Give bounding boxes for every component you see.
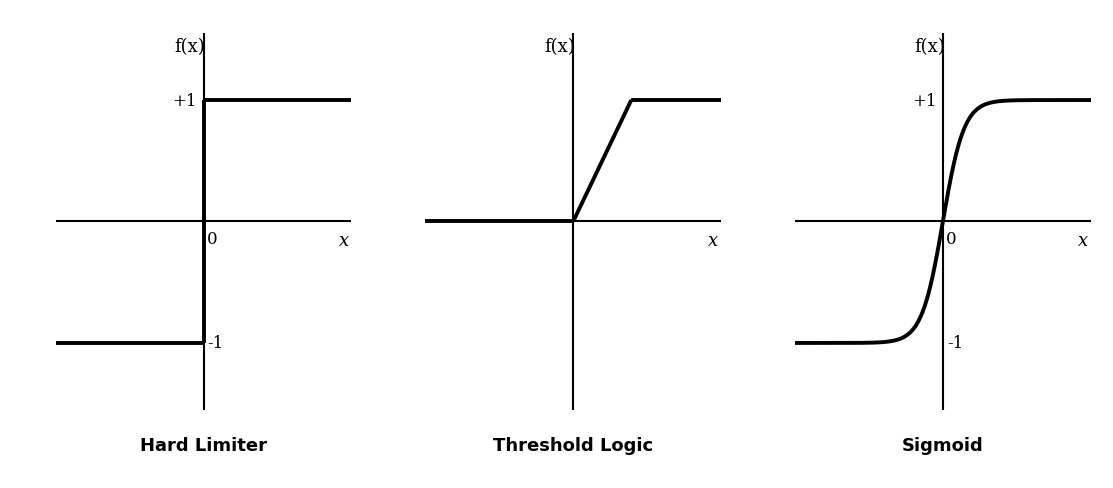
- Text: x: x: [338, 232, 348, 250]
- Text: 0: 0: [946, 230, 957, 247]
- Text: f(x): f(x): [914, 38, 945, 56]
- Text: f(x): f(x): [175, 38, 205, 56]
- Text: +1: +1: [912, 92, 936, 109]
- Text: Sigmoid: Sigmoid: [902, 436, 984, 454]
- Text: +1: +1: [173, 92, 197, 109]
- Text: -1: -1: [208, 335, 224, 352]
- Text: x: x: [1078, 232, 1089, 250]
- Text: x: x: [708, 232, 718, 250]
- Text: 0: 0: [207, 230, 217, 247]
- Text: -1: -1: [947, 335, 964, 352]
- Text: Threshold Logic: Threshold Logic: [493, 436, 653, 454]
- Text: f(x): f(x): [544, 38, 575, 56]
- Text: Hard Limiter: Hard Limiter: [140, 436, 267, 454]
